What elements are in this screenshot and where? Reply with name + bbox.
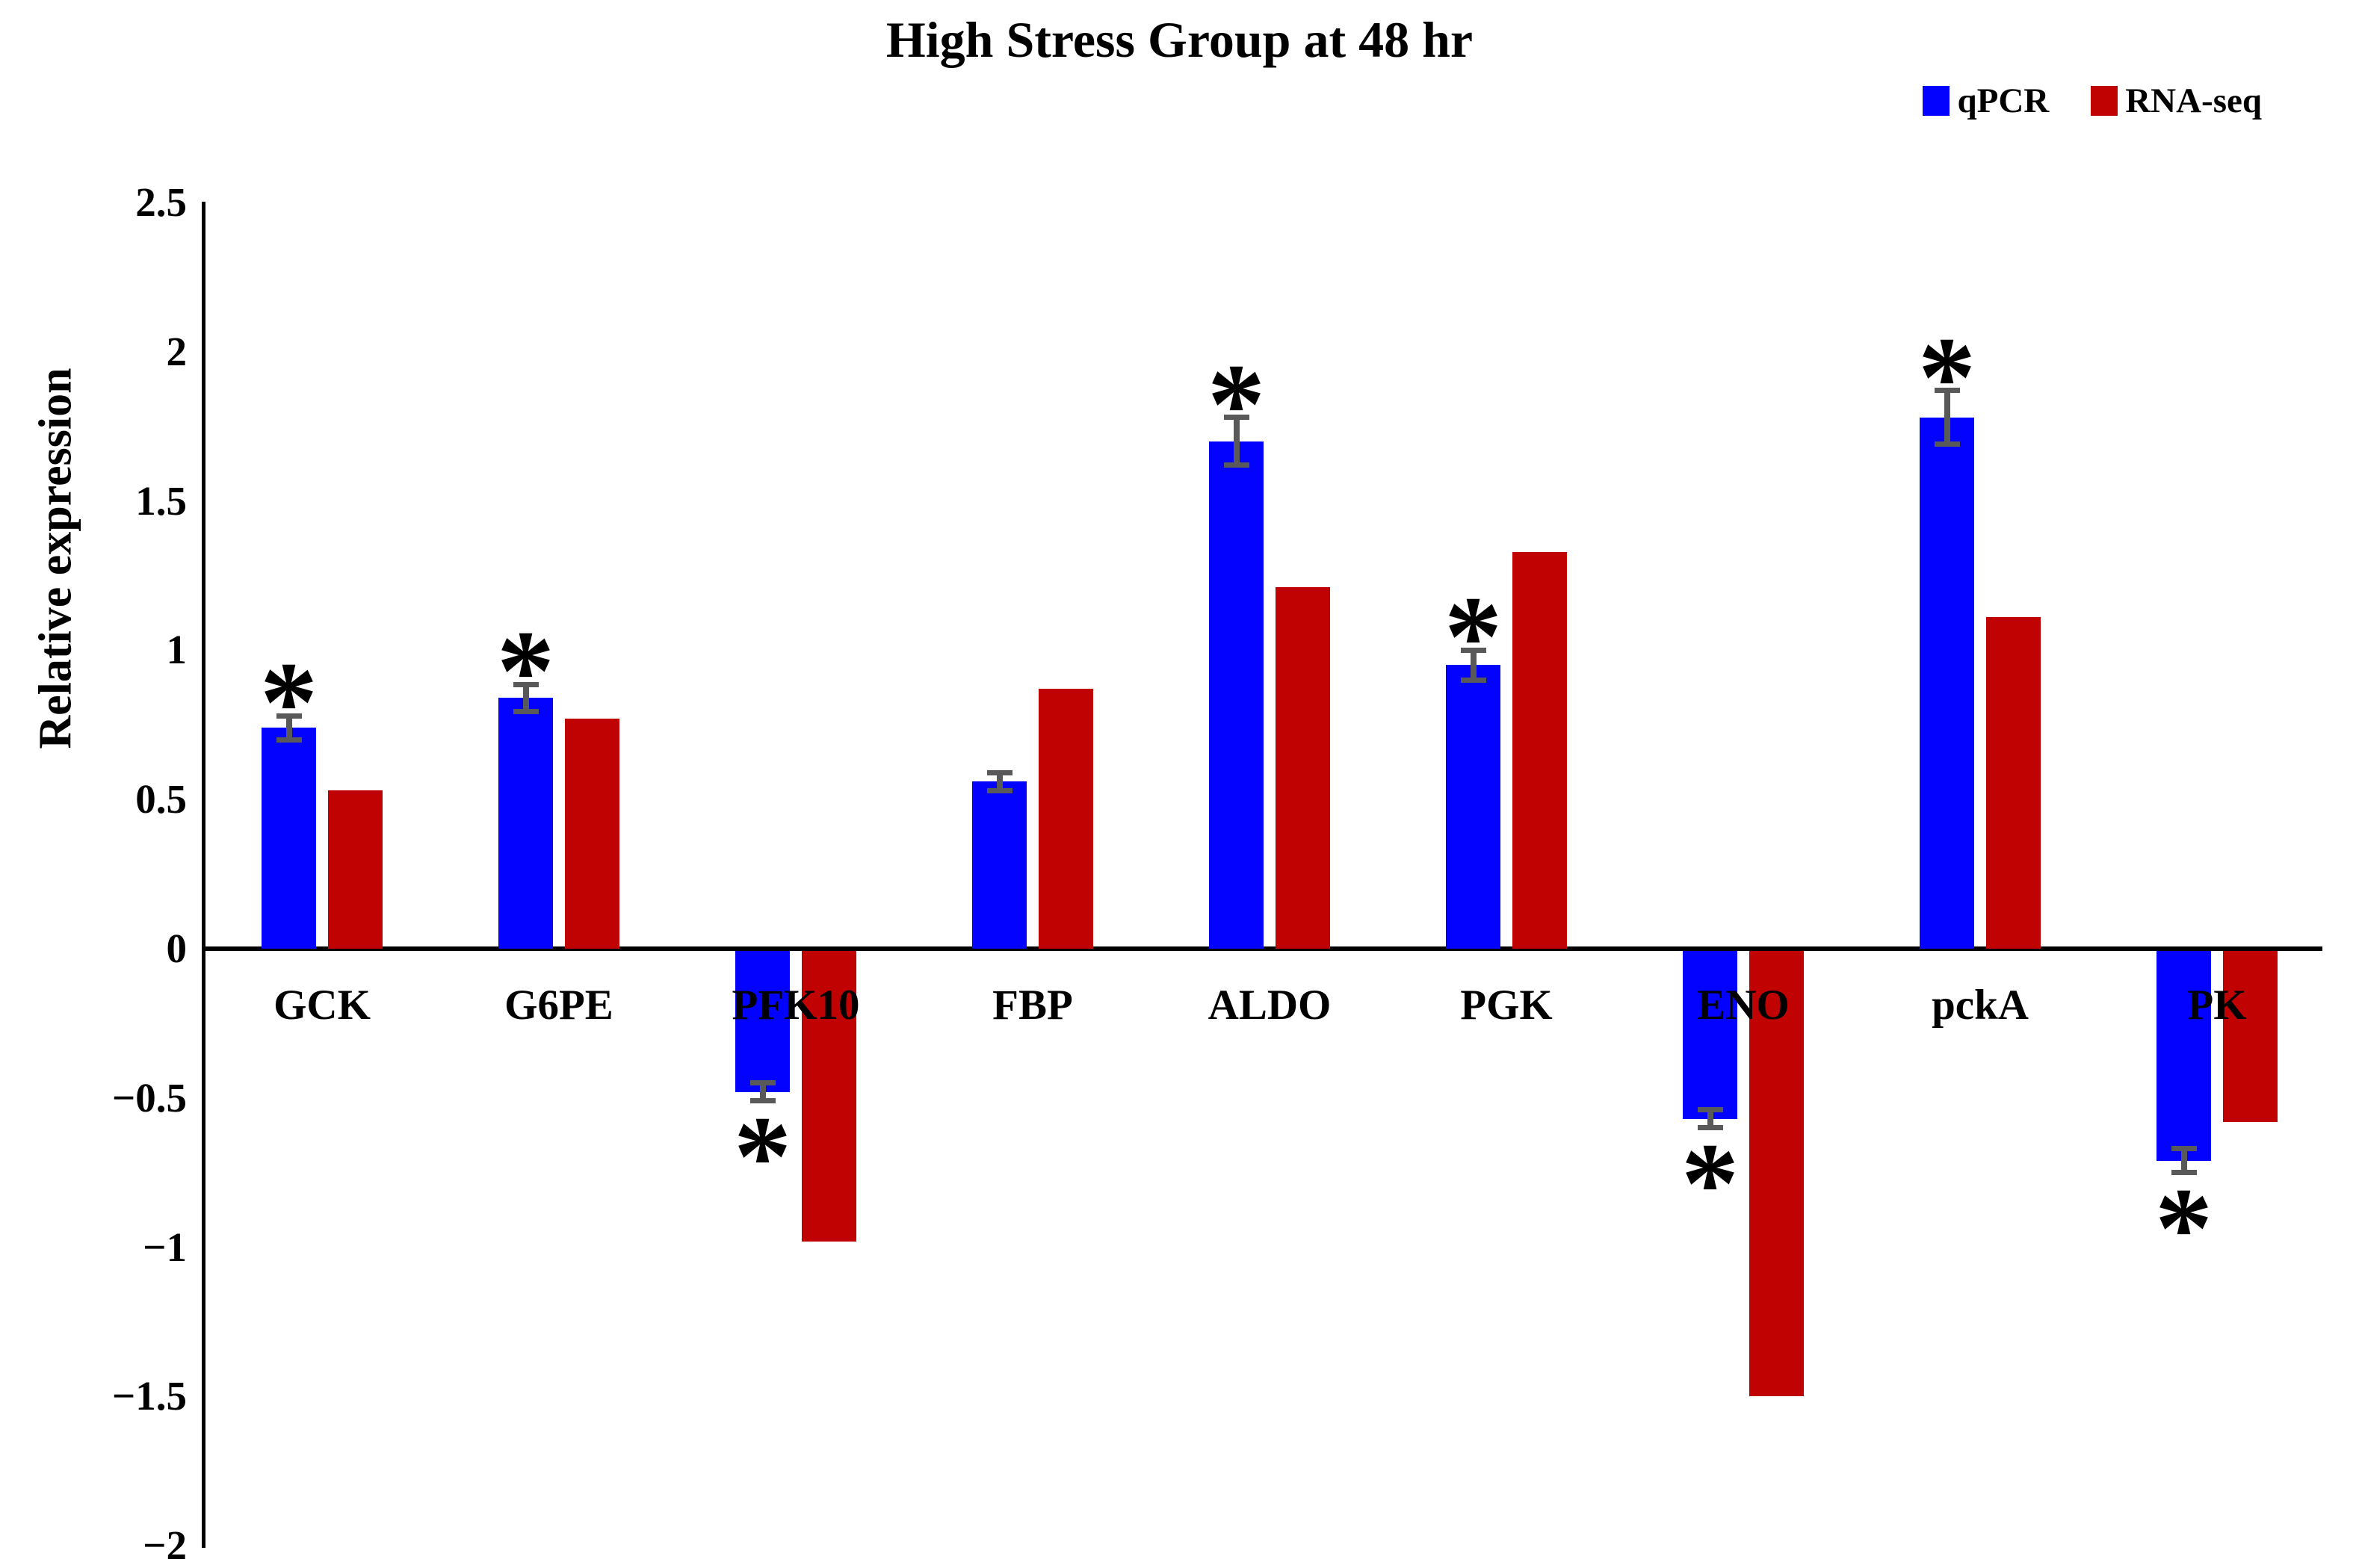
error-bar-cap xyxy=(276,713,302,719)
y-tick-label: 2 xyxy=(166,328,188,374)
error-bar-cap xyxy=(986,787,1012,793)
category-label: ALDO xyxy=(1208,982,1332,1029)
significance-asterisk: * xyxy=(259,638,318,767)
y-tick-label: 1 xyxy=(166,627,188,673)
error-bar-cap xyxy=(986,769,1012,775)
y-tick-label: −1.5 xyxy=(111,1373,187,1419)
category-label: PGK xyxy=(1460,982,1553,1029)
bar-rnaseq-fbp xyxy=(1039,689,1093,949)
bar-rnaseq-g6pe xyxy=(565,719,619,949)
bar-qpcr-g6pe xyxy=(498,698,553,949)
y-tick-label: 0 xyxy=(166,926,188,971)
error-bar-stem xyxy=(522,684,529,712)
error-bar-stem xyxy=(759,1082,766,1101)
category-label: GCK xyxy=(273,982,371,1029)
bar-rnaseq-pgk xyxy=(1512,551,1567,949)
significance-asterisk: * xyxy=(2154,1163,2213,1292)
error-bar-stem xyxy=(1470,650,1477,681)
bar-qpcr-pgk xyxy=(1446,665,1500,949)
error-bar-cap xyxy=(749,1080,776,1086)
legend-swatch-rnaseq-icon xyxy=(2091,86,2118,116)
bar-rnaseq-pfk10 xyxy=(802,951,856,1242)
error-bar-stem xyxy=(2180,1148,2187,1173)
category-label: G6PE xyxy=(504,982,613,1029)
y-tick-label: 2.5 xyxy=(135,179,187,225)
significance-asterisk: * xyxy=(1207,339,1266,468)
error-bar-cap xyxy=(2171,1170,2197,1176)
error-bar-cap xyxy=(276,737,302,743)
error-bar-cap xyxy=(1223,415,1249,421)
legend-label-qpcr: qPCR xyxy=(1957,81,2050,120)
bar-qpcr-pk xyxy=(2157,951,2211,1161)
legend: qPCR RNA-seq xyxy=(1923,81,2262,121)
category-label: PFK10 xyxy=(732,982,860,1029)
significance-asterisk: * xyxy=(1917,312,1976,441)
error-bar-cap xyxy=(1223,462,1249,468)
error-bar-cap xyxy=(1934,388,1960,394)
error-bar-cap xyxy=(749,1098,776,1104)
y-tick-label: 1.5 xyxy=(135,477,187,524)
y-axis xyxy=(202,202,205,1548)
error-bar-cap xyxy=(2171,1146,2197,1152)
category-label: PK xyxy=(2187,982,2247,1029)
y-tick-label: −0.5 xyxy=(111,1074,187,1121)
error-bar-stem xyxy=(1944,390,1950,444)
bar-rnaseq-pcka xyxy=(1986,617,2041,949)
bar-qpcr-gck xyxy=(262,728,316,949)
error-bar-cap xyxy=(1934,441,1960,447)
bar-rnaseq-gck xyxy=(328,790,383,949)
bar-qpcr-aldo xyxy=(1209,441,1264,949)
bar-qpcr-eno xyxy=(1683,951,1737,1119)
bar-rnaseq-pk xyxy=(2223,951,2278,1122)
significance-asterisk: * xyxy=(733,1091,792,1221)
error-bar-cap xyxy=(513,681,539,687)
error-bar-cap xyxy=(513,708,539,714)
y-tick-label: 0.5 xyxy=(135,776,187,822)
error-bar-stem xyxy=(1233,417,1240,465)
error-bar-cap xyxy=(1697,1125,1723,1131)
category-label: ENO xyxy=(1697,982,1790,1029)
error-bar-cap xyxy=(1460,677,1486,683)
legend-swatch-qpcr-icon xyxy=(1923,86,1950,116)
legend-item-qpcr: qPCR xyxy=(1923,81,2049,121)
y-tick-label: −1 xyxy=(143,1224,187,1270)
category-label: FBP xyxy=(992,982,1073,1029)
error-bar-cap xyxy=(1460,647,1486,653)
significance-asterisk: * xyxy=(1681,1118,1740,1248)
error-bar-stem xyxy=(1707,1109,1713,1128)
legend-label-rnaseq: RNA-seq xyxy=(2125,81,2262,120)
significance-asterisk: * xyxy=(1444,572,1503,701)
bar-rnaseq-aldo xyxy=(1276,587,1330,949)
error-bar-stem xyxy=(996,772,1003,791)
error-bar-cap xyxy=(1697,1107,1723,1113)
bar-qpcr-fbp xyxy=(972,781,1027,949)
bar-qpcr-pcka xyxy=(1920,417,1974,949)
bar-qpcr-pfk10 xyxy=(735,951,790,1092)
significance-asterisk: * xyxy=(496,607,555,736)
category-label: pckA xyxy=(1932,982,2029,1029)
legend-item-rnaseq: RNA-seq xyxy=(2091,81,2262,121)
bar-rnaseq-eno xyxy=(1749,951,1804,1397)
chart-title: High Stress Group at 48 hr xyxy=(885,11,1474,68)
y-tick-label: −2 xyxy=(143,1522,187,1568)
error-bar-stem xyxy=(285,716,292,740)
x-axis xyxy=(202,946,2322,951)
